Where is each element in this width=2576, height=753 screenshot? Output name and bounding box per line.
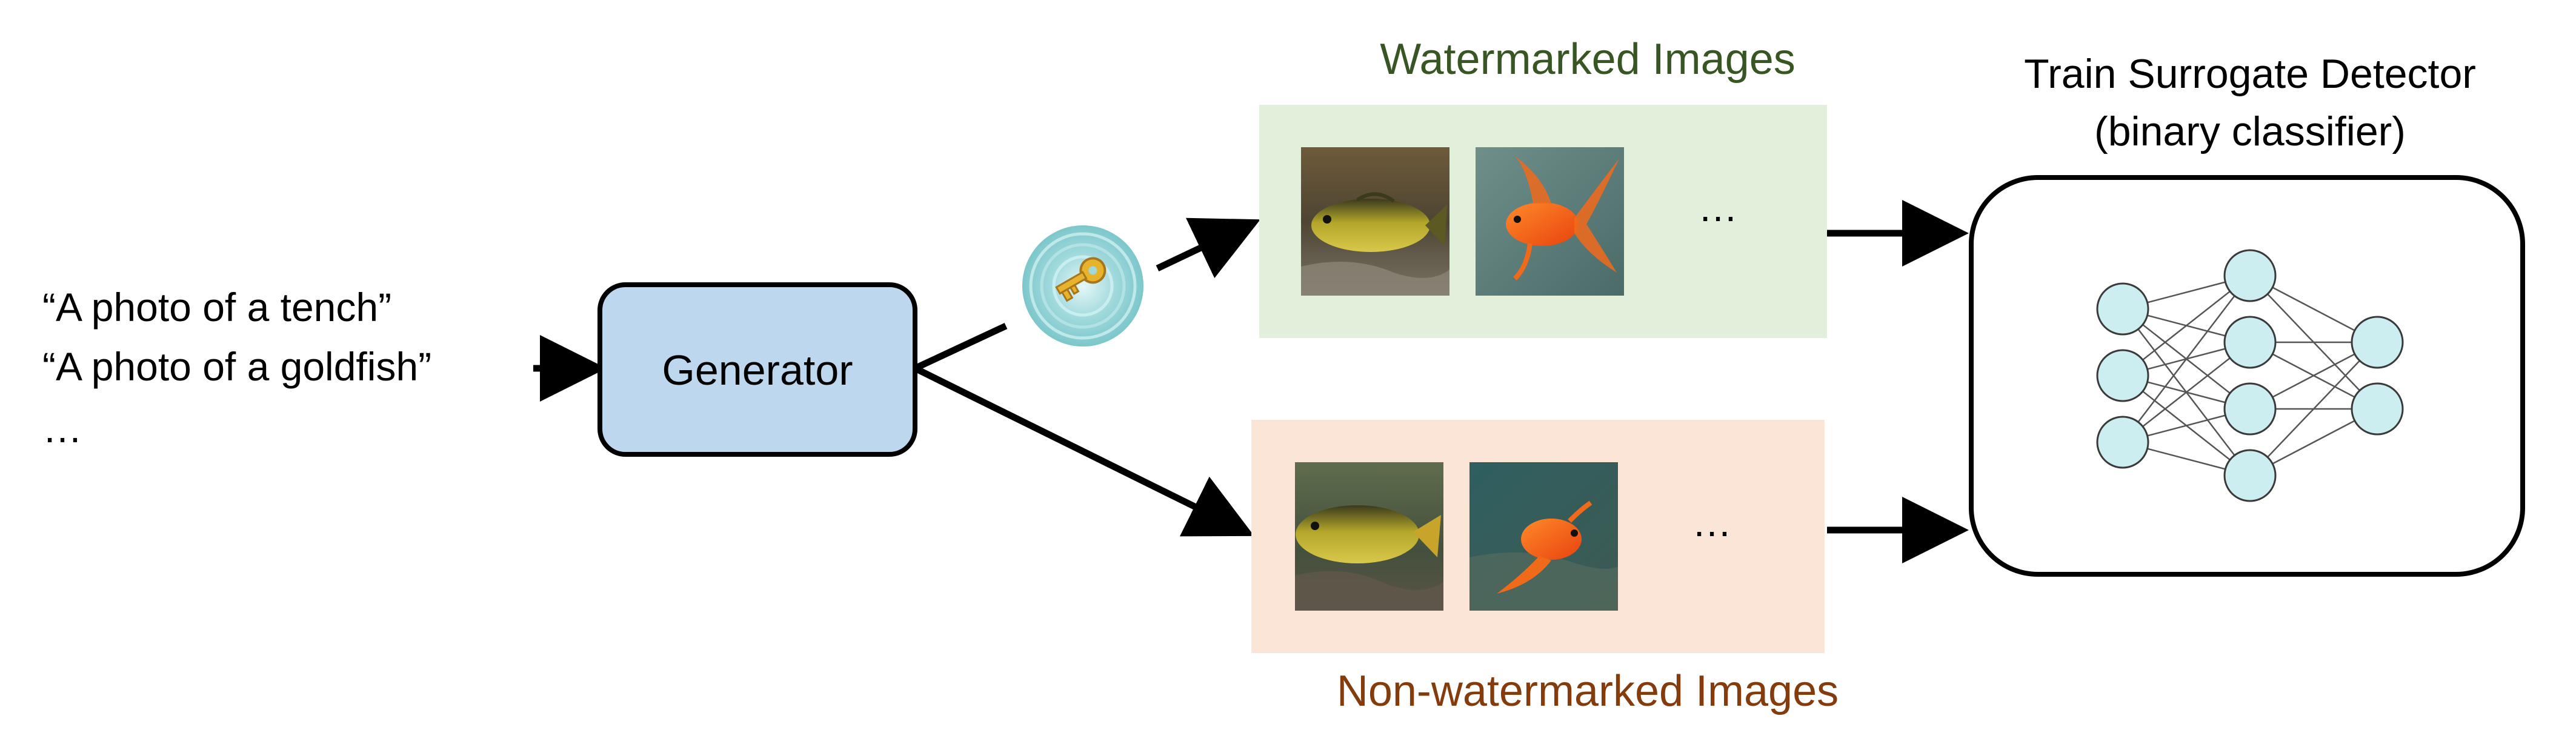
watermarked-title: Watermarked Images bbox=[1380, 35, 1796, 84]
arrow-generator-to-watermark bbox=[913, 323, 1008, 371]
prompt-more: … bbox=[42, 406, 82, 451]
network-edge bbox=[2122, 275, 2251, 443]
arrow-watermark-to-watermarked bbox=[1156, 217, 1260, 279]
prompt-list: “A photo of a tench” “A photo of a goldf… bbox=[42, 285, 431, 451]
watermarked-images-panel: Watermarked Images … bbox=[1259, 35, 1827, 338]
non-watermarked-title: Non-watermarked Images bbox=[1337, 667, 1839, 715]
non-watermarked-more: … bbox=[1692, 500, 1732, 545]
generator-box: Generator bbox=[597, 282, 917, 457]
detector-title: Train Surrogate Detector bbox=[2024, 51, 2476, 97]
detector-box bbox=[1969, 175, 2525, 577]
non-watermarked-goldfish-image bbox=[1469, 462, 1618, 611]
hidden-neuron bbox=[2223, 249, 2277, 302]
input-neuron bbox=[2096, 349, 2149, 402]
watermarked-tench-image bbox=[1301, 147, 1449, 296]
arrow-generator-to-nonwatermarked bbox=[913, 365, 1254, 537]
output-neuron bbox=[2351, 316, 2404, 369]
network-edge bbox=[2122, 342, 2251, 443]
watermarked-more: … bbox=[1698, 185, 1738, 230]
non-watermarked-images-panel: … Non-watermarked Images bbox=[1251, 420, 1839, 715]
watermarked-goldfish-image bbox=[1476, 147, 1624, 296]
output-neuron bbox=[2351, 382, 2404, 436]
input-neuron bbox=[2096, 282, 2149, 336]
hidden-neuron bbox=[2223, 382, 2277, 436]
detector-subtitle: (binary classifier) bbox=[2094, 108, 2406, 154]
generator-label: Generator bbox=[662, 347, 853, 394]
hidden-neuron bbox=[2223, 449, 2277, 502]
prompt-goldfish: “A photo of a goldfish” bbox=[42, 344, 431, 389]
surrogate-detector: Train Surrogate Detector (binary classif… bbox=[1969, 51, 2525, 577]
input-neuron bbox=[2096, 416, 2149, 469]
prompt-tench: “A photo of a tench” bbox=[42, 285, 391, 330]
watermark-key-icon bbox=[1022, 225, 1143, 347]
network-nodes bbox=[2096, 249, 2404, 502]
network-edge bbox=[2249, 342, 2378, 476]
hidden-neuron bbox=[2223, 316, 2277, 369]
non-watermarked-tench-image bbox=[1295, 462, 1443, 611]
network-edge bbox=[2122, 275, 2251, 376]
